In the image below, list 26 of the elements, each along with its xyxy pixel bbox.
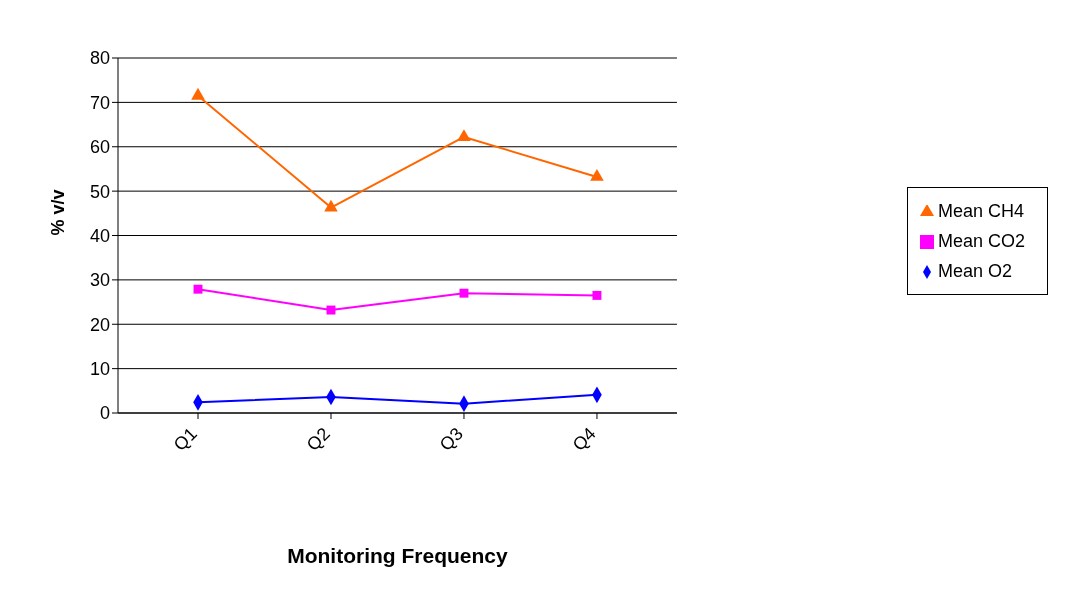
x-tick-label: Q4: [568, 423, 600, 455]
legend-label: Mean O2: [937, 260, 1012, 281]
point: [590, 169, 604, 181]
y-tick-label: 0: [99, 403, 110, 424]
point: [592, 290, 602, 300]
point: [324, 199, 338, 212]
y-tick-label: 60: [89, 137, 110, 158]
x-tick-label: Q2: [302, 423, 334, 455]
y-tick-label: 80: [89, 48, 110, 69]
y-tick-label: 10: [89, 359, 110, 380]
x-axis-title: Monitoring Frequency: [287, 544, 509, 567]
y-tick-label: 20: [89, 314, 110, 335]
point: [326, 305, 336, 315]
y-axis-title: % v/v: [48, 189, 69, 236]
point: [459, 288, 469, 298]
y-tick-label: 50: [89, 181, 110, 202]
point: [191, 87, 205, 100]
legend-label: Mean CO2: [937, 230, 1025, 251]
point: [457, 129, 471, 141]
x-tick-label: Q3: [435, 423, 467, 455]
y-tick-label: 30: [89, 270, 110, 291]
x-tick-label: Q1: [169, 423, 201, 455]
y-tick-label: 40: [89, 225, 110, 246]
y-tick-label: 70: [89, 92, 110, 113]
legend-label: Mean CH4: [937, 200, 1024, 221]
point: [193, 284, 203, 294]
